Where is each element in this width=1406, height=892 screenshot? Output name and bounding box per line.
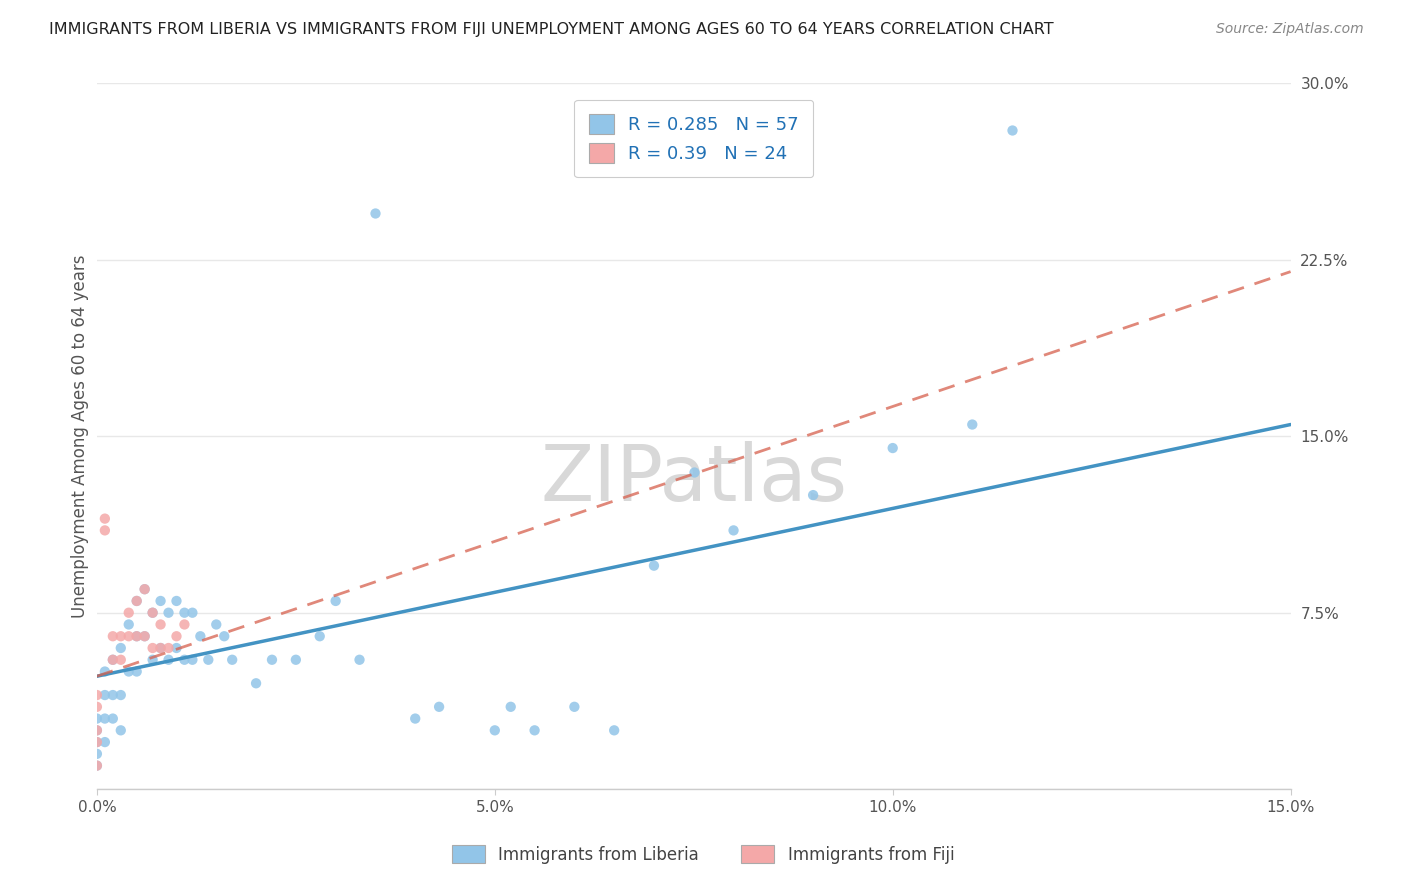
Point [603, 723, 626, 738]
Point [101, 688, 124, 702]
Point [166, 640, 188, 655]
Point [142, 640, 165, 655]
Point [190, 629, 212, 643]
Text: IMMIGRANTS FROM LIBERIA VS IMMIGRANTS FROM FIJI UNEMPLOYMENT AMONG AGES 60 TO 64: IMMIGRANTS FROM LIBERIA VS IMMIGRANTS FR… [49, 22, 1054, 37]
Point [110, 629, 132, 643]
Text: ZIPatlas: ZIPatlas [540, 441, 848, 516]
Point [134, 629, 156, 643]
Point [142, 653, 165, 667]
Point [882, 441, 904, 455]
Point [110, 723, 132, 738]
Text: Source: ZipAtlas.com: Source: ZipAtlas.com [1216, 22, 1364, 37]
Point [125, 665, 148, 679]
Point [643, 558, 665, 573]
Point [603, 147, 626, 161]
Y-axis label: Unemployment Among Ages 60 to 64 years: Unemployment Among Ages 60 to 64 years [72, 254, 89, 618]
Point [801, 488, 824, 502]
Point [118, 629, 141, 643]
Point [523, 723, 546, 738]
Point [118, 665, 141, 679]
Point [181, 653, 204, 667]
Point [110, 653, 132, 667]
Point [221, 653, 243, 667]
Point [564, 699, 586, 714]
Point [197, 653, 219, 667]
Legend: R = 0.285   N = 57, R = 0.39   N = 24: R = 0.285 N = 57, R = 0.39 N = 24 [574, 100, 813, 178]
Point [94, 688, 117, 702]
Point [364, 206, 387, 220]
Point [94, 712, 117, 726]
Point [86, 712, 108, 726]
Point [205, 617, 228, 632]
Point [212, 629, 235, 643]
Point [94, 511, 117, 525]
Point [157, 606, 180, 620]
Point [125, 594, 148, 608]
Point [260, 653, 283, 667]
Point [149, 640, 172, 655]
Point [173, 653, 195, 667]
Point [157, 640, 180, 655]
Point [149, 594, 172, 608]
Point [142, 606, 165, 620]
Point [682, 465, 704, 479]
Point [1001, 123, 1024, 137]
Point [86, 758, 108, 772]
Point [499, 699, 522, 714]
Point [166, 594, 188, 608]
Point [86, 735, 108, 749]
Point [149, 640, 172, 655]
Point [484, 723, 506, 738]
Point [308, 629, 330, 643]
Point [86, 723, 108, 738]
Point [118, 606, 141, 620]
Point [86, 688, 108, 702]
Point [962, 417, 984, 432]
Point [125, 629, 148, 643]
Point [134, 629, 156, 643]
Point [134, 582, 156, 597]
Point [110, 640, 132, 655]
Point [86, 758, 108, 772]
Point [149, 617, 172, 632]
Point [157, 653, 180, 667]
Point [125, 594, 148, 608]
Point [86, 699, 108, 714]
Point [110, 688, 132, 702]
Point [86, 723, 108, 738]
Point [101, 653, 124, 667]
Point [404, 712, 426, 726]
Point [94, 524, 117, 538]
Point [142, 606, 165, 620]
Point [245, 676, 267, 690]
Point [94, 735, 117, 749]
Point [166, 629, 188, 643]
Point [101, 653, 124, 667]
Point [101, 712, 124, 726]
Point [723, 524, 745, 538]
Point [125, 629, 148, 643]
Point [86, 735, 108, 749]
Point [284, 653, 307, 667]
Point [173, 617, 195, 632]
Point [118, 617, 141, 632]
Point [427, 699, 450, 714]
Legend: Immigrants from Liberia, Immigrants from Fiji: Immigrants from Liberia, Immigrants from… [446, 838, 960, 871]
Point [86, 747, 108, 761]
Point [134, 582, 156, 597]
Point [94, 665, 117, 679]
Point [349, 653, 371, 667]
Point [101, 629, 124, 643]
Point [173, 606, 195, 620]
Point [181, 606, 204, 620]
Point [325, 594, 347, 608]
